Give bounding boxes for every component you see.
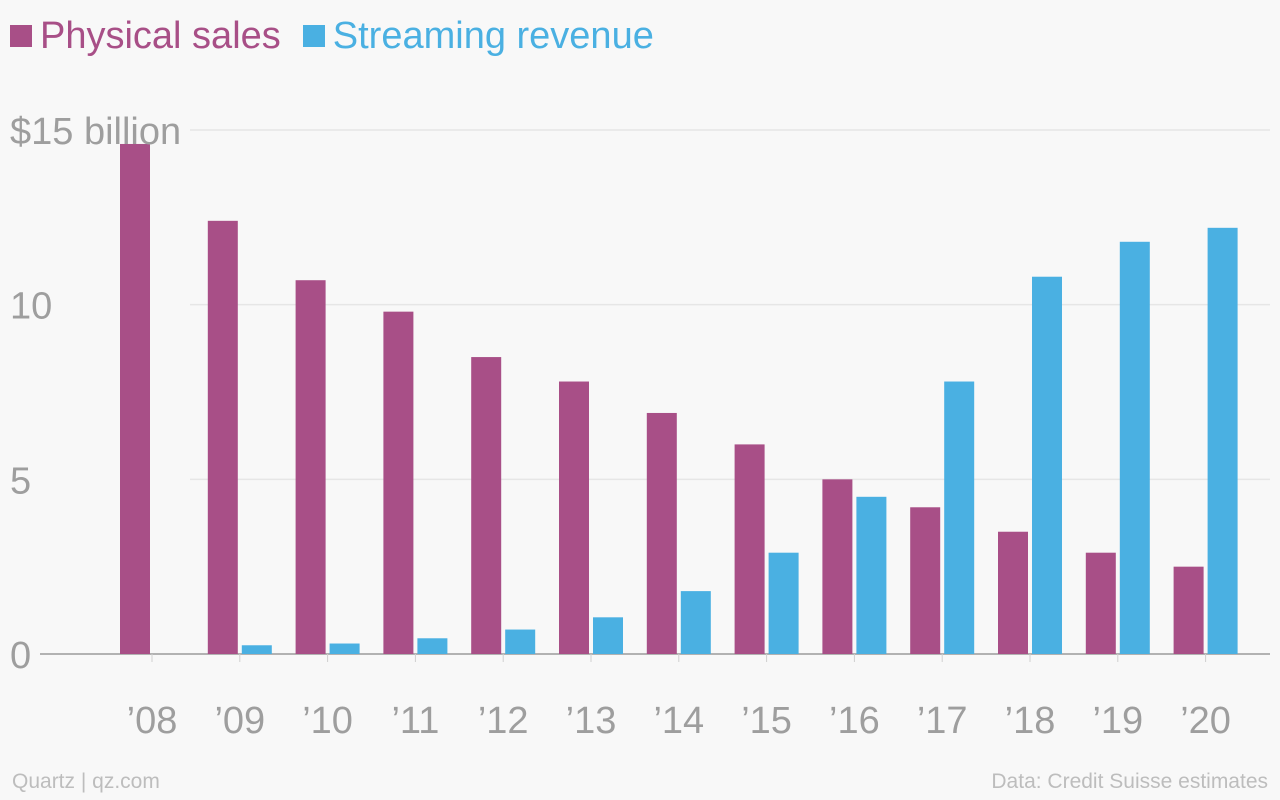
bar-streaming-revenue xyxy=(329,643,360,654)
y-tick-label: 0 xyxy=(10,635,31,677)
bar-streaming-revenue xyxy=(944,381,975,654)
y-axis-tick-labels: 0 5 10 $15 billion xyxy=(10,111,181,677)
bar-physical-sales xyxy=(1173,566,1204,654)
bar-physical-sales xyxy=(734,444,765,654)
bar-streaming-revenue xyxy=(856,496,887,654)
legend-swatch-streaming-revenue xyxy=(302,25,325,47)
bar-streaming-revenue xyxy=(593,617,623,654)
x-tick-label: ’18 xyxy=(1005,700,1056,742)
bar-physical-sales xyxy=(910,507,941,654)
bar-streaming-revenue xyxy=(1032,276,1062,654)
x-tick-label: ’09 xyxy=(214,700,265,742)
bar-streaming-revenue xyxy=(505,629,536,654)
bar-physical-sales xyxy=(822,479,853,654)
bar-streaming-revenue xyxy=(1119,241,1150,654)
x-tick-label: ’16 xyxy=(829,700,880,742)
bar-physical-sales xyxy=(998,531,1028,654)
bar-physical-sales xyxy=(471,357,502,654)
bar-streaming-revenue xyxy=(680,591,711,654)
x-axis-tick-labels: ’08 ’09 ’10 ’11 ’12 ’13 ’14 ’15 ’16 ’17 ’18 ’19 ’20 xyxy=(127,700,1231,742)
x-tick-label: ’14 xyxy=(653,700,704,742)
bars xyxy=(120,143,1238,654)
bar-physical-sales xyxy=(120,143,150,654)
bar-physical-sales xyxy=(383,311,414,654)
legend: Physical sales Streaming revenue xyxy=(10,12,676,60)
y-tick-label: 5 xyxy=(10,460,31,502)
legend-item-streaming-revenue: Streaming revenue xyxy=(302,12,654,60)
footer-source-right: Data: Credit Suisse estimates xyxy=(991,770,1268,793)
x-tick-label: ’08 xyxy=(127,700,178,742)
bar-streaming-revenue xyxy=(1207,227,1238,654)
bar-physical-sales xyxy=(295,280,326,654)
x-tick-label: ’15 xyxy=(741,700,792,742)
y-tick-label: 10 xyxy=(10,286,52,328)
legend-label-streaming-revenue: Streaming revenue xyxy=(332,15,654,57)
y-tick-label: $15 billion xyxy=(10,111,181,153)
legend-item-physical-sales: Physical sales xyxy=(10,12,281,60)
x-tick-label: ’17 xyxy=(917,700,968,742)
bar-physical-sales xyxy=(1085,552,1116,654)
x-tick-label: ’10 xyxy=(302,700,353,742)
bar-streaming-revenue xyxy=(417,638,448,654)
bar-physical-sales xyxy=(559,381,589,654)
bar-streaming-revenue xyxy=(768,552,799,654)
bar-physical-sales xyxy=(207,220,238,654)
x-tick-label: ’11 xyxy=(391,700,439,742)
x-tick-label: ’13 xyxy=(566,700,617,742)
bar-physical-sales xyxy=(646,412,677,654)
footer-source-left: Quartz | qz.com xyxy=(12,770,160,793)
x-tick-label: ’20 xyxy=(1180,700,1231,742)
legend-label-physical-sales: Physical sales xyxy=(40,15,281,57)
x-tick-label: ’19 xyxy=(1092,700,1143,742)
bar-streaming-revenue xyxy=(241,645,272,654)
legend-swatch-physical-sales xyxy=(10,25,32,47)
x-tick-label: ’12 xyxy=(478,700,529,742)
